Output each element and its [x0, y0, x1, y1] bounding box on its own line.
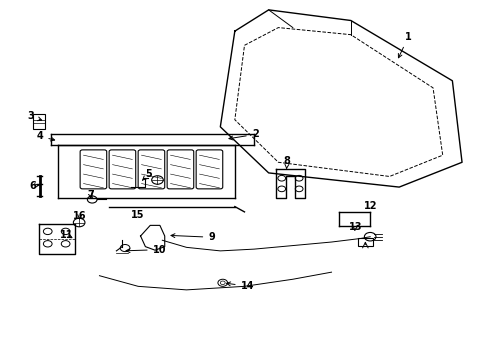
Text: 2: 2: [228, 130, 258, 140]
Text: 9: 9: [171, 232, 215, 242]
Bar: [33, 114, 45, 129]
Text: 12: 12: [363, 201, 377, 211]
Text: 1: 1: [398, 32, 411, 58]
Text: 10: 10: [126, 245, 166, 255]
Text: 8: 8: [283, 156, 290, 169]
Text: 3: 3: [27, 111, 41, 121]
Bar: [357, 238, 372, 246]
Text: 13: 13: [348, 222, 361, 231]
Text: 6: 6: [30, 181, 40, 191]
Text: 14: 14: [226, 281, 254, 291]
Text: 11: 11: [60, 230, 73, 240]
Text: 15: 15: [131, 210, 144, 220]
Text: 4: 4: [37, 131, 55, 141]
Text: 7: 7: [87, 190, 94, 200]
Text: 5: 5: [142, 169, 152, 180]
Text: 16: 16: [73, 211, 86, 221]
